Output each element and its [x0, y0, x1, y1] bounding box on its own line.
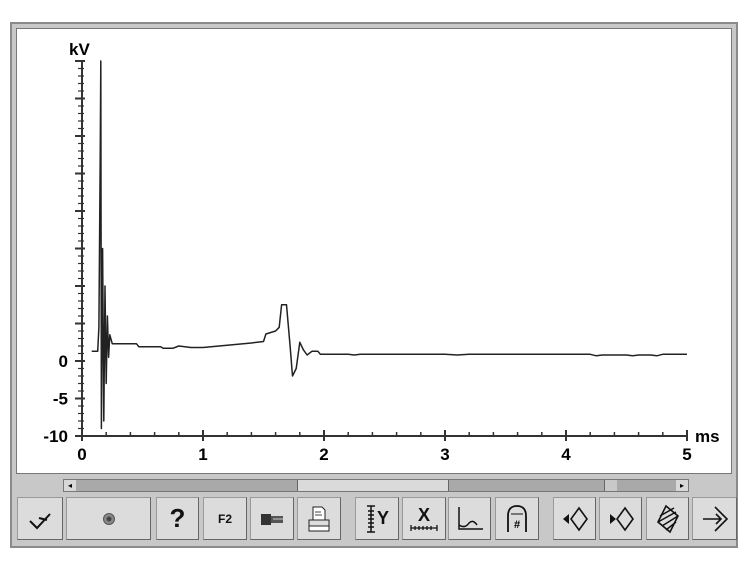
plot-area: 0 1 2 3 4 5 0 -5 -10 kV ms: [16, 28, 732, 474]
horizontal-scrollbar[interactable]: ◂ ▸: [63, 479, 689, 492]
confirm-button[interactable]: [17, 497, 63, 540]
x-tick-label: 0: [77, 445, 86, 464]
cylinder-icon: #: [507, 504, 527, 532]
waveform-line: [91, 60, 687, 430]
x-scale-button[interactable]: X: [402, 497, 446, 540]
cursor-left-button[interactable]: [553, 497, 596, 540]
f2-button[interactable]: F2: [203, 497, 247, 540]
print-icon: [308, 506, 330, 531]
y-axis-label: kV: [69, 40, 90, 59]
exit-icon: [702, 505, 728, 532]
cylinder-button[interactable]: #: [495, 497, 539, 540]
scroll-marker: [604, 480, 617, 491]
exit-button[interactable]: [692, 497, 737, 540]
record-icon: [102, 512, 115, 525]
svg-text:#: #: [514, 519, 520, 531]
record-button[interactable]: [66, 497, 151, 540]
waveform-chart: 0 1 2 3 4 5 0 -5 -10 kV ms: [43, 40, 720, 464]
hatch-button[interactable]: [646, 497, 689, 540]
x-tick-label: 2: [319, 445, 328, 464]
x-scale-icon: [410, 524, 438, 531]
x-tick-label: 1: [198, 445, 207, 464]
y-scale-label: Y: [376, 508, 389, 528]
connector-button[interactable]: [250, 497, 294, 540]
f2-icon: F2: [217, 511, 232, 526]
cursor-right-icon: [609, 506, 634, 531]
help-icon: ?: [169, 503, 186, 533]
x-axis-label: ms: [695, 427, 720, 446]
checkmark-icon: [29, 512, 51, 529]
y-tick-label: -10: [43, 427, 68, 446]
x-tick-label: 5: [682, 445, 691, 464]
scroll-right-button[interactable]: ▸: [676, 480, 688, 491]
scroll-thumb[interactable]: [297, 480, 449, 491]
y-tick-label: 0: [59, 352, 68, 371]
x-tick-label: 4: [561, 445, 571, 464]
y-tick-label: -5: [53, 390, 68, 409]
y-scale-button[interactable]: Y: [355, 497, 399, 540]
connector-icon: [261, 513, 283, 525]
cursor-left-icon: [562, 506, 588, 531]
hatch-icon: [656, 504, 679, 533]
cursor-right-button[interactable]: [599, 497, 642, 540]
waveform-icon: [457, 506, 483, 530]
help-button[interactable]: ?: [156, 497, 199, 540]
scroll-left-button[interactable]: ◂: [64, 480, 76, 491]
y-scale-icon: [366, 504, 375, 533]
x-scale-label: X: [417, 504, 430, 525]
x-tick-label: 3: [440, 445, 449, 464]
waveform-button[interactable]: [448, 497, 491, 540]
print-button[interactable]: [297, 497, 341, 540]
